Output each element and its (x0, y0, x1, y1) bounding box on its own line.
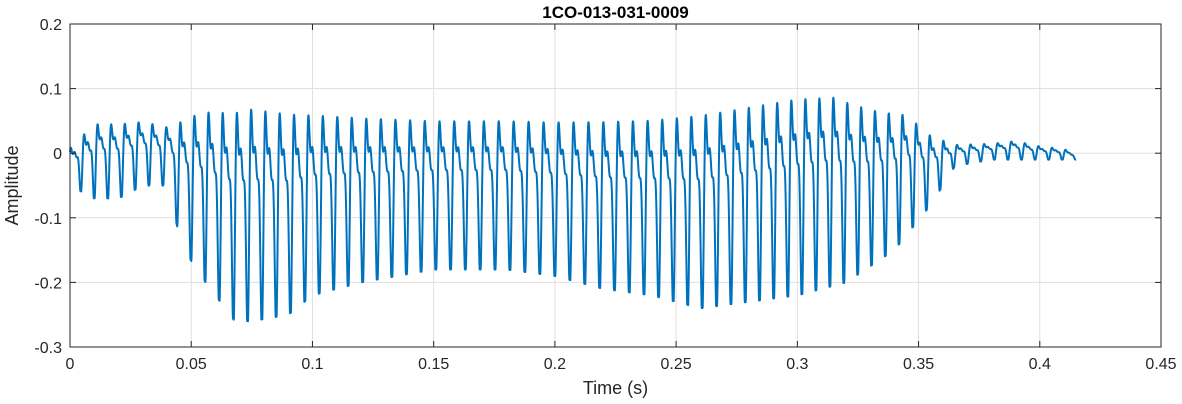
x-tick-label: 0.4 (1029, 356, 1051, 373)
x-tick-label: 0.3 (786, 356, 808, 373)
x-axis-tick-labels: 0 0.05 0.1 0.15 0.2 0.25 0.3 0.35 0.4 0.45 (66, 356, 1177, 373)
plot-frame (69, 23, 1162, 348)
x-tick-label: 0.05 (176, 356, 207, 373)
axis-ticks (69, 23, 1162, 348)
y-tick-label: 0.1 (40, 82, 62, 99)
y-tick-label: -0.1 (34, 211, 62, 228)
x-axis-label: Time (s) (583, 378, 648, 398)
x-tick-label: 0.2 (544, 356, 566, 373)
y-tick-label: 0.2 (40, 17, 62, 34)
y-axis-label: Amplitude (2, 145, 22, 225)
plot-area (70, 24, 1161, 347)
y-tick-label: -0.3 (34, 340, 62, 357)
x-tick-label: 0.15 (418, 356, 449, 373)
y-tick-label: 0 (53, 146, 62, 163)
x-tick-label: 0 (66, 356, 75, 373)
y-axis-tick-labels: -0.3 -0.2 -0.1 0 0.1 0.2 (34, 17, 62, 357)
x-tick-label: 0.1 (301, 356, 323, 373)
chart-title: 1CO-013-031-0009 (542, 3, 688, 22)
y-tick-label: -0.2 (34, 275, 62, 292)
x-tick-label: 0.45 (1145, 356, 1176, 373)
series-line-amplitude (69, 96, 1077, 323)
x-tick-label: 0.25 (661, 356, 692, 373)
x-tick-label: 0.35 (903, 356, 934, 373)
